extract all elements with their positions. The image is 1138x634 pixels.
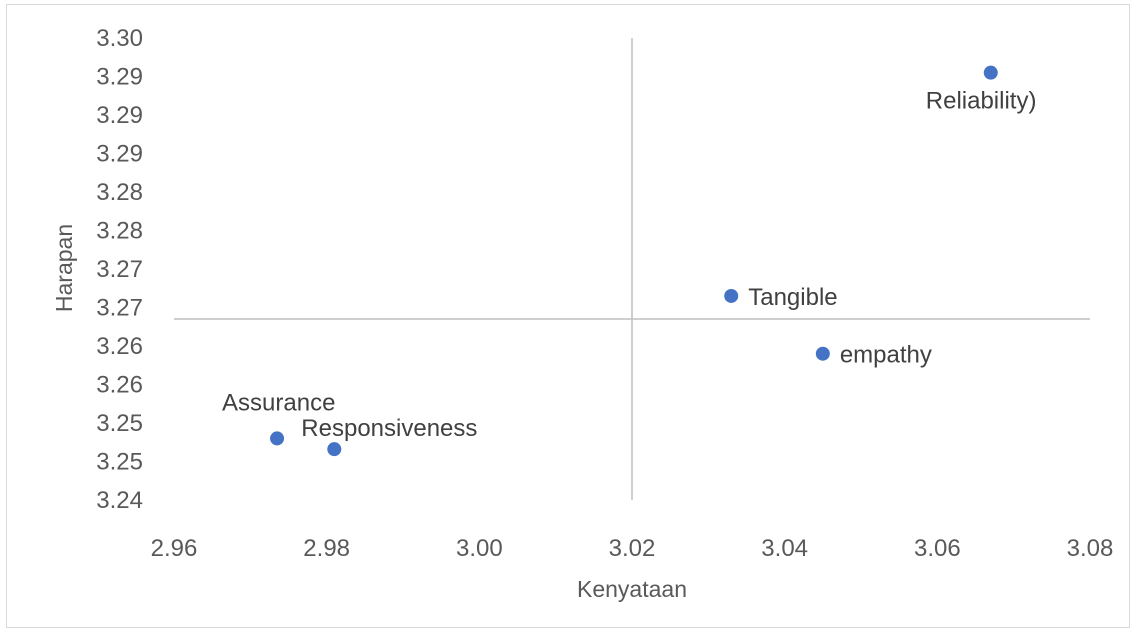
x-tick-label: 3.02 — [609, 535, 656, 562]
x-axis-tick-labels: 2.96 2.98 3.00 3.02 3.04 3.06 3.08 — [151, 535, 1114, 562]
y-tick-label: 3.26 — [96, 333, 143, 360]
y-tick-label: 3.25 — [96, 410, 143, 437]
x-tick-label: 2.98 — [303, 535, 350, 562]
data-points — [270, 65, 998, 457]
y-tick-label: 3.29 — [96, 102, 143, 129]
x-tick-label: 3.00 — [456, 535, 503, 562]
y-axis-tick-labels: 3.24 3.25 3.25 3.26 3.26 3.27 3.27 3.28 3.28 3.29… — [96, 25, 143, 514]
y-tick-label: 3.29 — [96, 141, 143, 168]
data-point — [327, 442, 342, 457]
y-tick-label: 3.28 — [96, 218, 143, 245]
y-tick-label: 3.25 — [96, 449, 143, 476]
y-tick-label: 3.24 — [96, 487, 143, 514]
x-tick-label: 3.08 — [1067, 535, 1114, 562]
y-tick-label: 3.28 — [96, 179, 143, 206]
data-label: Tangible — [748, 284, 837, 311]
data-point — [724, 288, 739, 303]
x-tick-label: 2.96 — [151, 535, 198, 562]
x-axis-title: Kenyataan — [577, 576, 687, 602]
y-tick-label: 3.27 — [96, 295, 143, 322]
y-tick-label: 3.26 — [96, 372, 143, 399]
y-tick-label: 3.30 — [96, 25, 143, 52]
data-point — [815, 346, 830, 361]
x-tick-label: 3.06 — [914, 535, 961, 562]
data-label: empathy — [840, 342, 932, 369]
y-tick-label: 3.29 — [96, 64, 143, 91]
data-label: Reliability) — [926, 88, 1037, 115]
data-label: Assurance — [222, 389, 335, 416]
data-point — [270, 431, 285, 446]
data-labels: Reliability) Tangible empathy AssuranceResp… — [222, 88, 1036, 443]
quadrant-lines — [174, 38, 1090, 500]
y-axis-title: Harapan — [51, 224, 77, 312]
data-label: Responsiveness — [301, 415, 477, 442]
data-point — [983, 65, 998, 80]
y-tick-label: 3.27 — [96, 256, 143, 283]
x-tick-label: 3.04 — [761, 535, 808, 562]
chart-frame — [6, 4, 1130, 628]
